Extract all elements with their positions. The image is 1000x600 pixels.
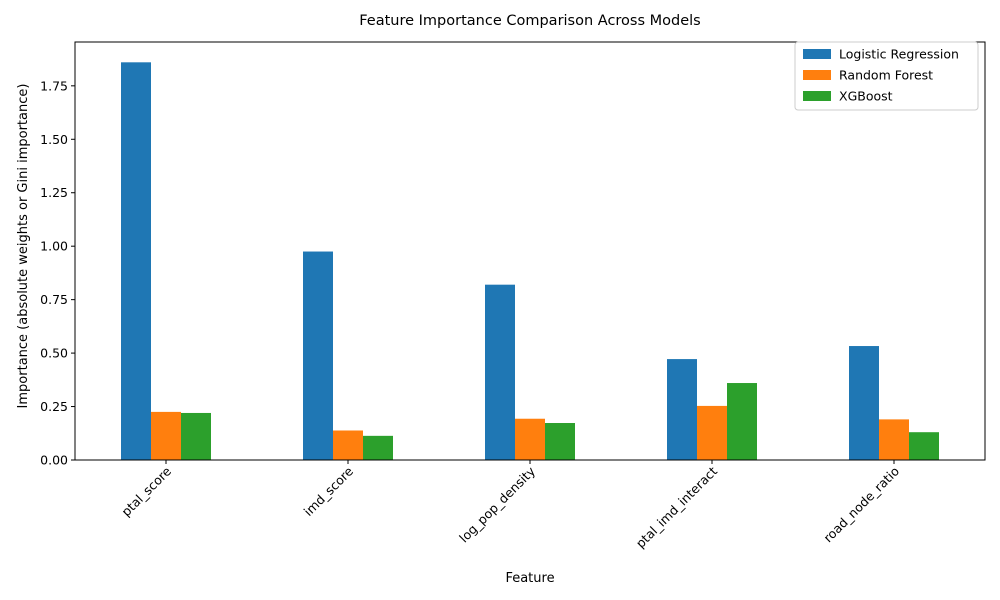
bar-random-forest-ptal-score — [151, 411, 181, 460]
bar-random-forest-ptal-imd-interact — [697, 405, 727, 460]
plot-area: 0.00 0.25 0.50 0.75 1.00 1.25 1.50 1.75 ptal_sco… — [40, 41, 986, 551]
y-axis-label: Importance (absolute weights or Gini imp… — [16, 84, 31, 409]
y-tick-label: 0.75 — [40, 292, 68, 307]
y-tick-label: 1.25 — [40, 185, 68, 200]
legend-swatch-xgboost — [803, 91, 831, 101]
bar-random-forest-road-node-ratio — [879, 419, 909, 460]
bar-logistic-regression-imd-score — [303, 251, 333, 460]
y-tick-label: 0.00 — [40, 453, 68, 468]
legend-label-logistic-regression: Logistic Regression — [839, 47, 959, 62]
y-tick-label: 1.00 — [40, 239, 68, 254]
legend-swatch-logistic-regression — [803, 49, 831, 59]
y-tick-label: 0.50 — [40, 346, 68, 361]
legend-label-xgboost: XGBoost — [839, 89, 893, 104]
x-tick-label-imd-score: imd_score — [301, 463, 357, 519]
bar-logistic-regression-road-node-ratio — [849, 346, 879, 460]
legend-swatch-random-forest — [803, 70, 831, 80]
bar-random-forest-imd-score — [333, 430, 363, 460]
bar-xgboost-ptal-score — [181, 412, 211, 460]
x-tick-label-log-pop-density: log_pop_density — [456, 463, 538, 545]
legend-box — [794, 41, 979, 111]
legend: Logistic Regression Random Forest XGBoost — [794, 41, 979, 111]
x-tick-label-ptal-imd-interact: ptal_imd_interact — [633, 463, 720, 550]
bar-logistic-regression-ptal-score — [121, 62, 151, 461]
bar-xgboost-log-pop-density — [545, 423, 575, 460]
bar-logistic-regression-log-pop-density — [485, 284, 515, 460]
chart-title: Feature Importance Comparison Across Mod… — [359, 13, 701, 29]
bar-logistic-regression-ptal-imd-interact — [667, 359, 697, 460]
x-tick-label-ptal-score: ptal_score — [118, 463, 174, 519]
bar-xgboost-road-node-ratio — [909, 432, 939, 460]
bar-random-forest-log-pop-density — [515, 418, 545, 460]
x-tick-label-road-node-ratio: road_node_ratio — [820, 464, 902, 546]
bar-xgboost-imd-score — [363, 435, 393, 460]
y-tick-label: 1.75 — [40, 78, 68, 93]
y-tick-label: 0.25 — [40, 399, 68, 414]
y-tick-label: 1.50 — [40, 132, 68, 147]
x-axis-label: Feature — [505, 571, 554, 586]
legend-label-random-forest: Random Forest — [839, 68, 933, 83]
bar-xgboost-ptal-imd-interact — [727, 383, 757, 460]
